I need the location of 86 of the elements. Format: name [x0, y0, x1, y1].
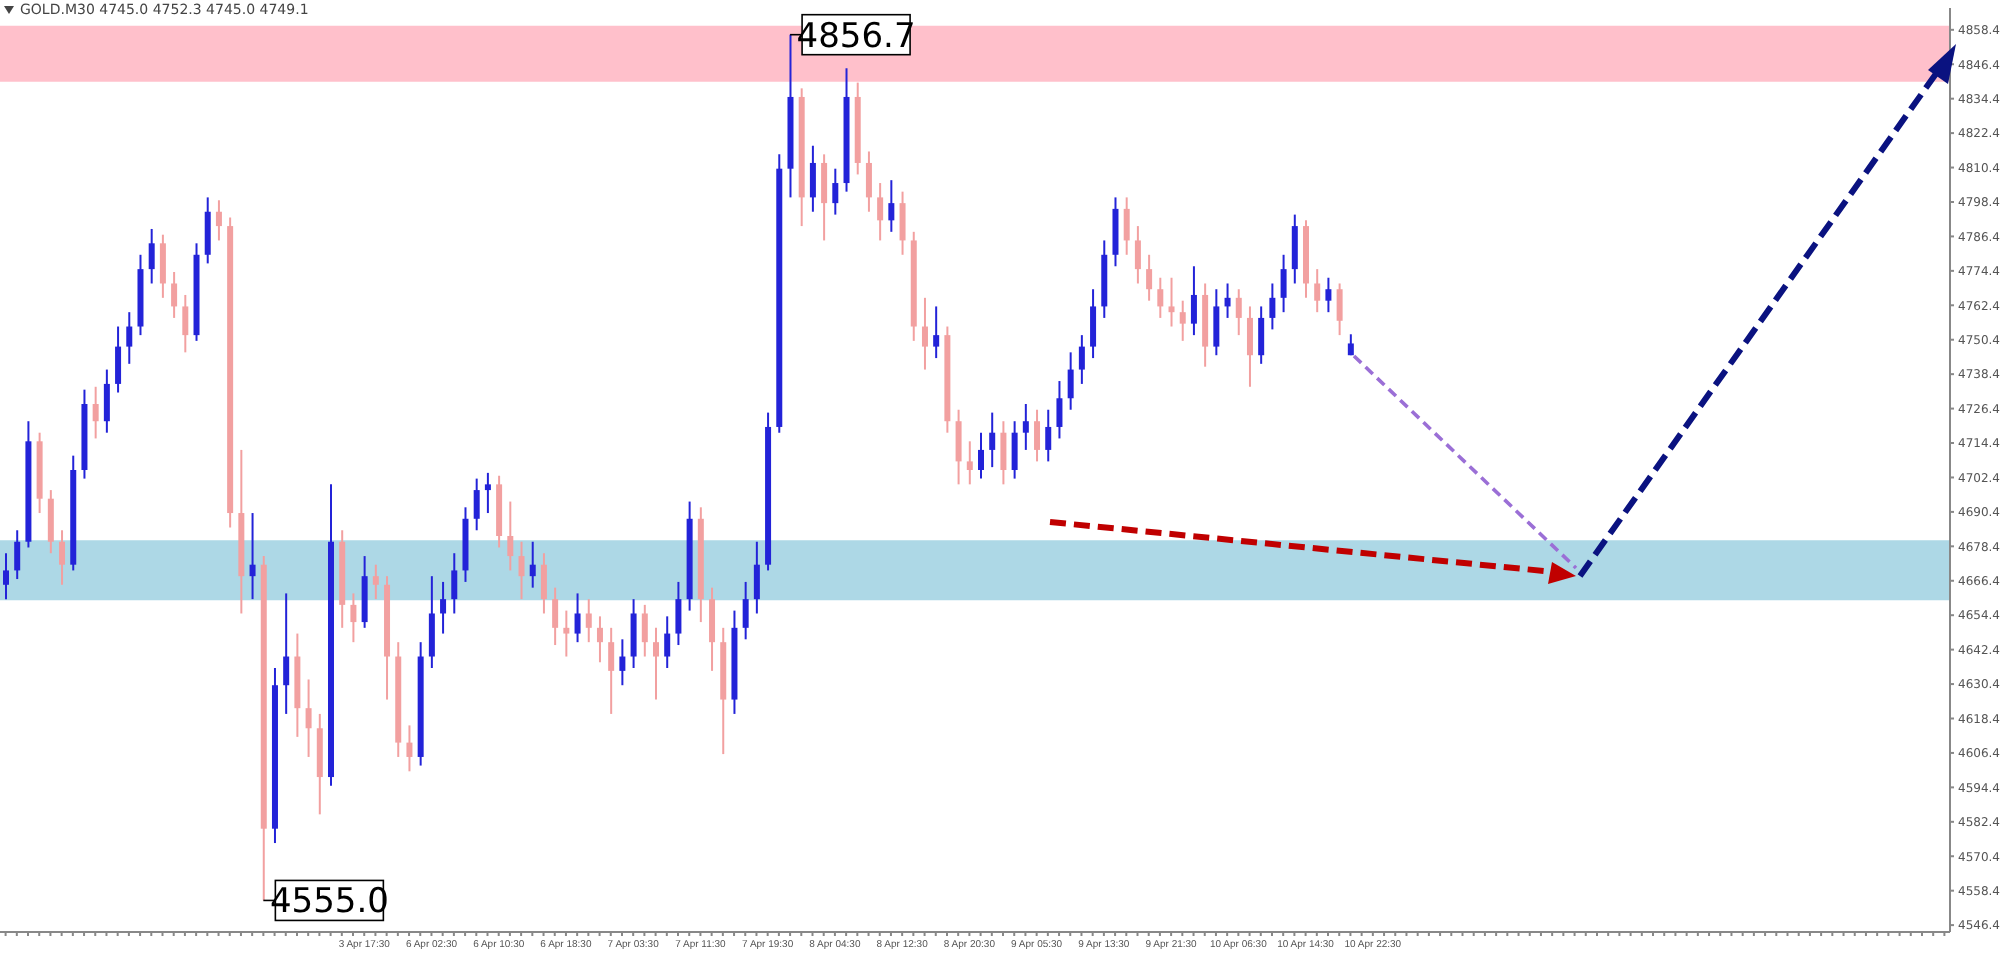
- candlestick: [809, 144, 816, 213]
- candlestick: [989, 411, 996, 469]
- candlestick: [1011, 420, 1018, 480]
- candlestick: [3, 552, 9, 601]
- candlestick: [1269, 282, 1276, 331]
- candlestick: [451, 552, 458, 615]
- candlestick: [574, 592, 581, 644]
- candlestick: [742, 580, 749, 641]
- candlestick: [182, 293, 189, 354]
- candlestick: [653, 626, 659, 701]
- candlestick: [47, 489, 54, 555]
- candlestick: [14, 529, 21, 581]
- candlestick: [675, 580, 682, 647]
- candlestick: [1213, 288, 1220, 357]
- candlestick: [1224, 282, 1231, 319]
- candlestick: [171, 271, 178, 319]
- candlestick: [821, 153, 828, 242]
- candlestick: [249, 512, 256, 601]
- candlestick: [608, 626, 615, 715]
- candlestick: [1179, 299, 1186, 342]
- candlestick: [361, 555, 368, 629]
- candlestick: [978, 431, 984, 480]
- candlestick: [484, 471, 491, 515]
- candlestick: [955, 408, 962, 486]
- candlestick: [888, 179, 895, 233]
- candlestick: [126, 311, 133, 365]
- candlestick: [1291, 213, 1298, 285]
- candlestick: [1056, 380, 1063, 440]
- candlestick: [1034, 408, 1041, 463]
- candlestick: [283, 592, 290, 715]
- candlestick: [832, 167, 839, 216]
- candlestick: [540, 552, 547, 615]
- candlestick: [921, 296, 928, 371]
- candlestick: [899, 190, 906, 256]
- candlestick: [1112, 196, 1119, 268]
- candlestick: [1235, 288, 1242, 337]
- candlestick: [1190, 265, 1197, 337]
- candlestick: [148, 227, 155, 285]
- candlestick: [933, 305, 940, 360]
- candlestick: [1067, 351, 1074, 411]
- candlestick: [709, 586, 716, 672]
- candlestick: [215, 199, 222, 242]
- candlestick: [115, 325, 122, 394]
- candlestick: [664, 615, 671, 669]
- candlestick: [641, 603, 648, 658]
- candlestick: [1045, 408, 1052, 463]
- candlestick: [204, 196, 211, 265]
- candlestick: [1168, 276, 1175, 328]
- candlestick: [630, 598, 637, 669]
- candlestick: [529, 540, 536, 589]
- candlestick: [1146, 253, 1153, 302]
- candlestick: [619, 638, 626, 687]
- candlestick: [1022, 403, 1029, 451]
- candlestick: [1078, 334, 1085, 385]
- candlestick: [1090, 288, 1097, 360]
- candlestick: [966, 440, 973, 486]
- candlestick: [428, 575, 435, 669]
- candlestick: [1336, 282, 1343, 337]
- candlestick: [877, 182, 884, 242]
- candlestick: [440, 580, 447, 635]
- candlestick: [59, 529, 66, 586]
- candlestick: [1134, 225, 1141, 285]
- candlestick: [1280, 253, 1287, 314]
- candlestick: [305, 678, 312, 758]
- candlestick: [1157, 276, 1164, 319]
- candlestick: [518, 540, 525, 601]
- candlestick: [1000, 420, 1007, 486]
- candlestick: [1258, 305, 1265, 365]
- candlestick: [1314, 268, 1321, 314]
- candlestick: [585, 598, 592, 644]
- candlestick: [1325, 276, 1332, 314]
- candlestick: [753, 540, 760, 615]
- candlestick: [406, 724, 413, 773]
- candlestick: [1123, 196, 1130, 256]
- candlestick: [563, 609, 570, 658]
- candlestick: [552, 586, 559, 647]
- candlestick: [92, 385, 99, 440]
- candlestick: [159, 233, 166, 299]
- candlestick: [103, 368, 110, 434]
- candlestick: [865, 150, 872, 213]
- candlestick: [507, 500, 514, 572]
- candlestick: [1246, 305, 1253, 388]
- candlestick: [350, 592, 357, 644]
- candlestick: [473, 477, 480, 532]
- candlestick: [372, 563, 379, 601]
- candlestick: [596, 615, 603, 664]
